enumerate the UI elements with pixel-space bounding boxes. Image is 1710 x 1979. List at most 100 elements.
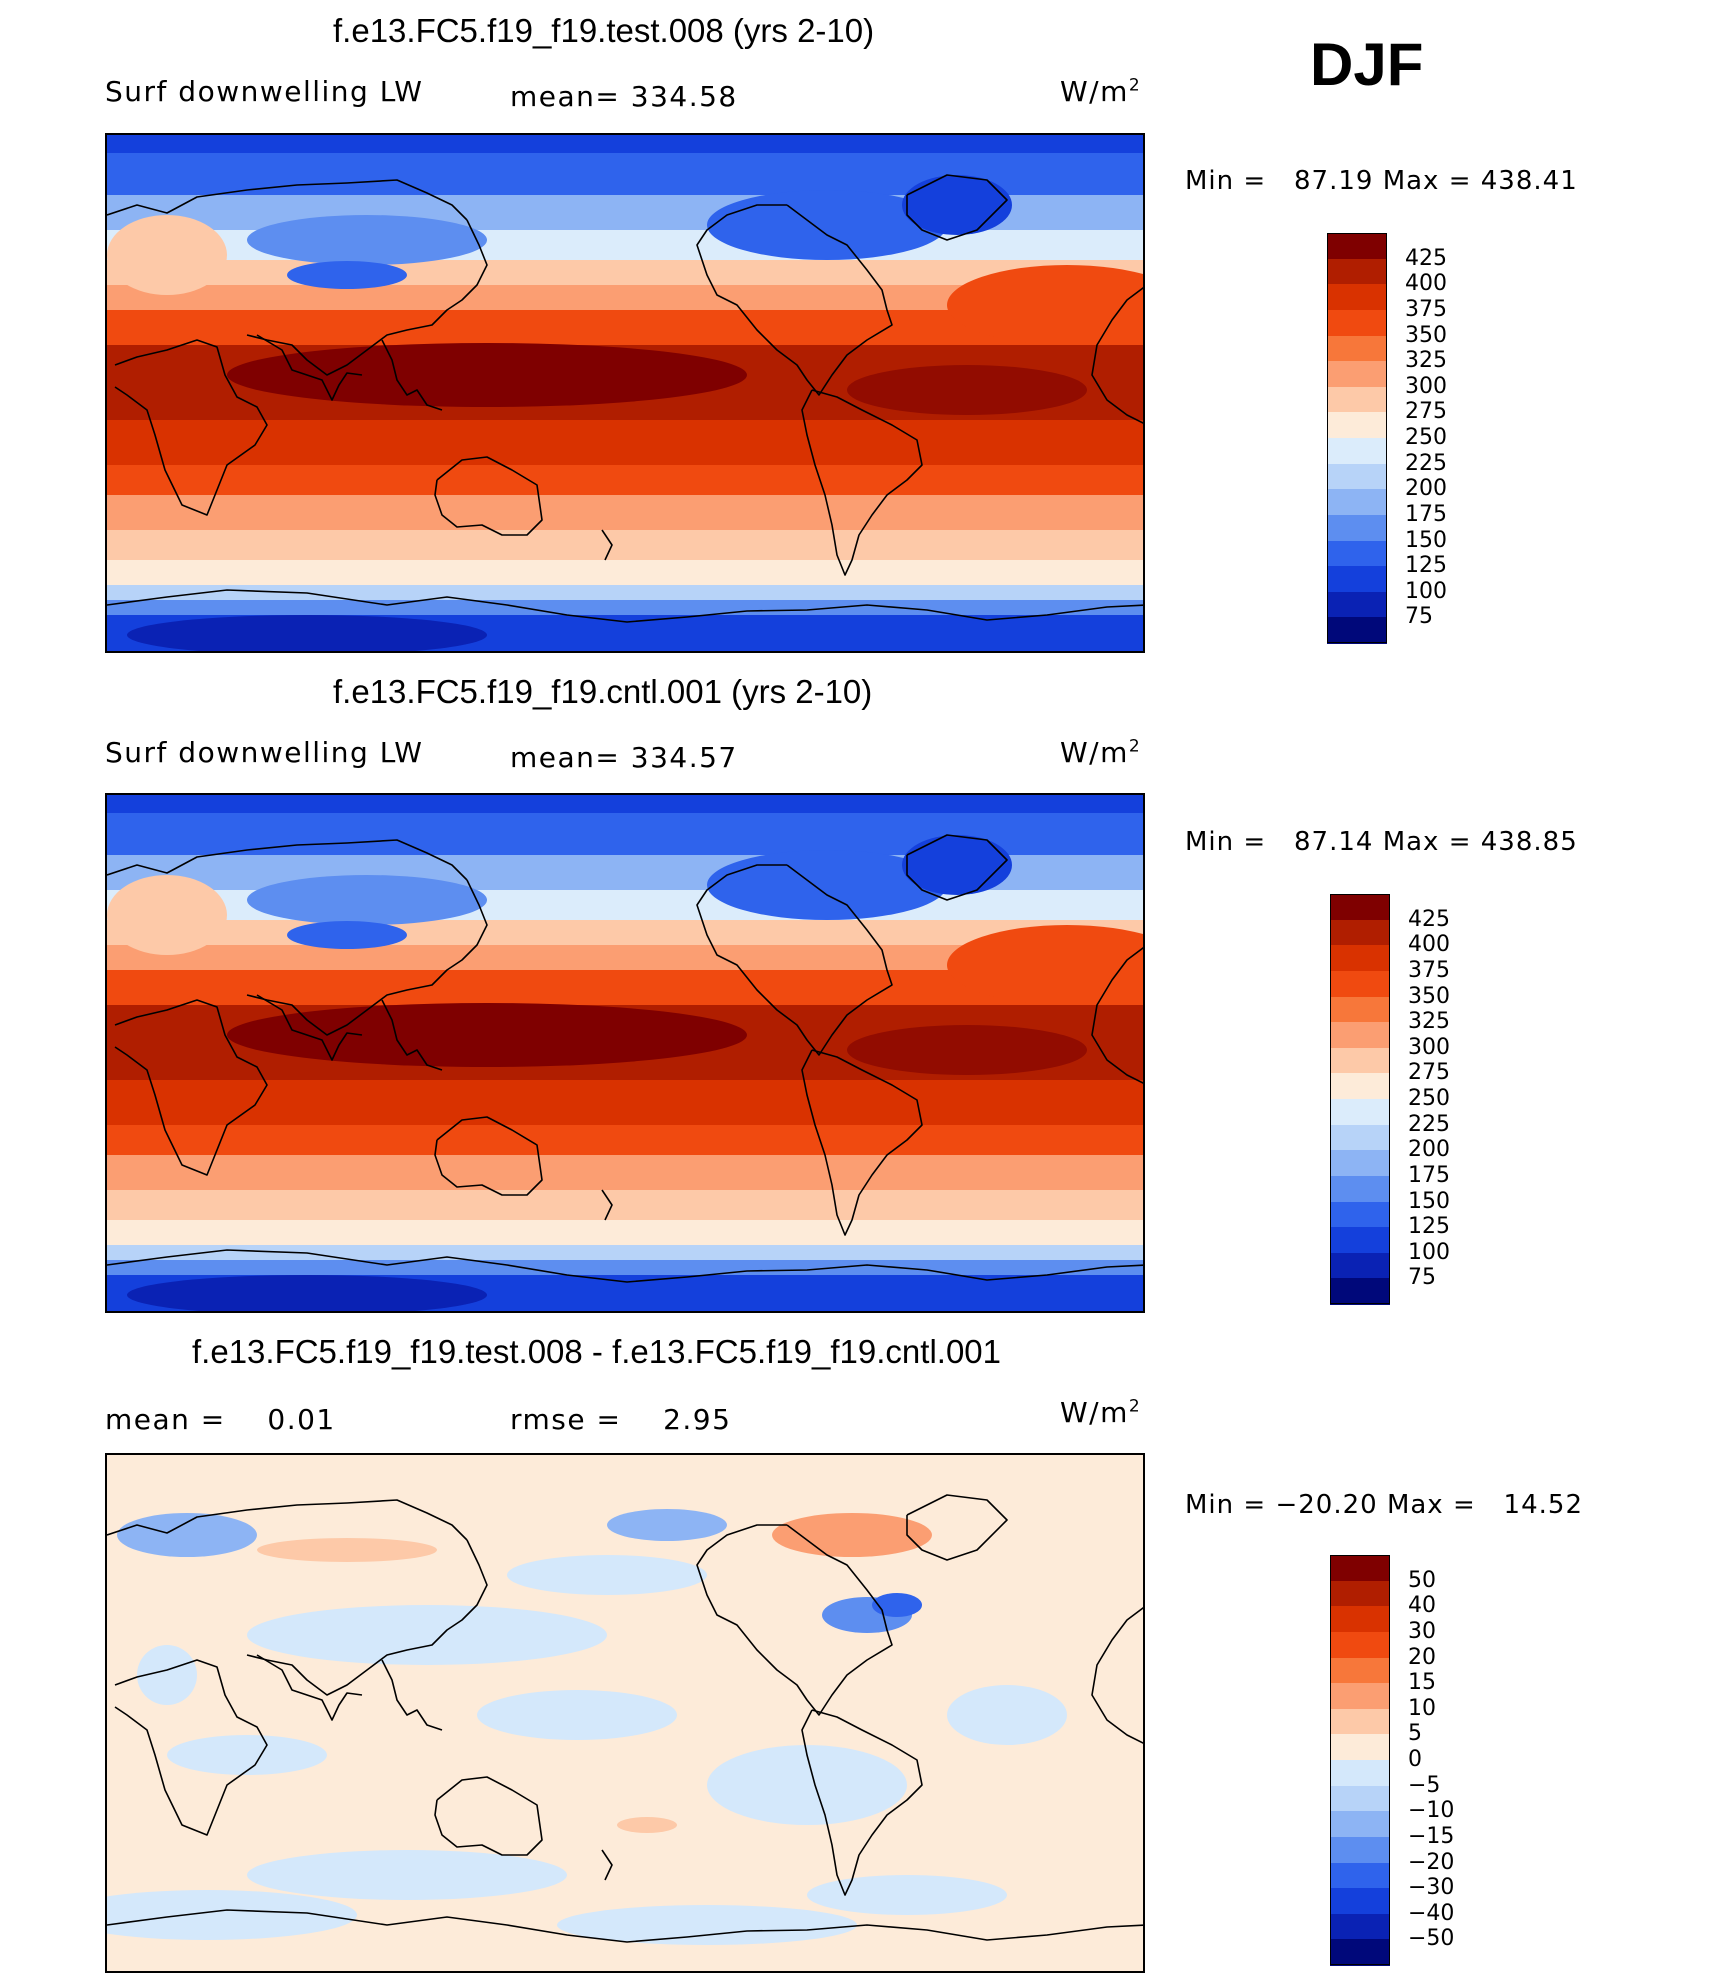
colorbar-tick-label: 325 bbox=[1408, 1009, 1450, 1035]
panel-3-map-svg bbox=[107, 1455, 1143, 1971]
coastline bbox=[381, 999, 443, 1071]
colorbar-tick-label: 300 bbox=[1408, 1034, 1450, 1060]
coastline bbox=[1091, 287, 1143, 424]
colorbar-swatch bbox=[1330, 1760, 1390, 1788]
colorbar-swatch bbox=[1330, 1555, 1390, 1583]
colorbar-swatch bbox=[1327, 591, 1387, 619]
colorbar-tick-label: 425 bbox=[1405, 245, 1447, 271]
colorbar-tick-label: 250 bbox=[1405, 425, 1447, 450]
colorbar-tick-label: 5 bbox=[1408, 1721, 1422, 1747]
colorbar-swatch bbox=[1330, 1047, 1390, 1075]
panel-3-title: f.e13.FC5.f19_f19.test.008 - f.e13.FC5.f… bbox=[192, 1333, 1002, 1370]
colorbar-tick-label: 175 bbox=[1408, 1162, 1450, 1188]
coastline bbox=[906, 1494, 1008, 1561]
colorbar-tick-label: 250 bbox=[1408, 1086, 1450, 1111]
colorbar-swatch bbox=[1327, 489, 1387, 517]
colorbar-swatch bbox=[1327, 463, 1387, 491]
coastline bbox=[801, 1049, 923, 1236]
colorbar-tick-label: −10 bbox=[1408, 1798, 1455, 1824]
panel-2-map bbox=[105, 793, 1145, 1313]
coastline bbox=[246, 879, 488, 1036]
panel-3-minmax: Min = −20.20 Max = 14.52 bbox=[1185, 1490, 1583, 1520]
colorbar-frame bbox=[1330, 894, 1390, 1304]
panel-1-variable-label: Surf downwelling LW bbox=[105, 75, 424, 108]
colorbar-tick-label: 275 bbox=[1408, 1060, 1450, 1086]
coastline bbox=[601, 529, 613, 561]
coastline bbox=[246, 219, 488, 376]
panel-3-map bbox=[105, 1453, 1145, 1973]
coastline bbox=[114, 999, 268, 1176]
colorbar-swatch bbox=[1330, 1099, 1390, 1127]
colorbar-tick-label: −15 bbox=[1408, 1823, 1455, 1849]
coastline bbox=[107, 1249, 1143, 1283]
coastline bbox=[801, 389, 923, 576]
coastline bbox=[434, 1776, 543, 1856]
colorbar-swatch bbox=[1327, 258, 1387, 286]
coastline bbox=[1091, 947, 1143, 1084]
colorbar-tick-label: 225 bbox=[1408, 1111, 1450, 1137]
colorbar-swatch bbox=[1330, 1683, 1390, 1711]
colorbar-tick-label: 150 bbox=[1405, 527, 1447, 553]
coastline bbox=[906, 174, 1008, 241]
colorbar-tick-label: 40 bbox=[1408, 1593, 1436, 1619]
coastline bbox=[906, 834, 1008, 901]
coastline bbox=[107, 589, 1143, 623]
colorbar-tick-label: 20 bbox=[1408, 1644, 1436, 1670]
colorbar-swatch bbox=[1330, 1708, 1390, 1736]
coastline bbox=[696, 204, 893, 396]
colorbar-tick-label: 375 bbox=[1405, 296, 1447, 322]
coastline bbox=[434, 456, 543, 536]
colorbar-swatch bbox=[1327, 438, 1387, 466]
coastline bbox=[601, 1189, 613, 1221]
panel-2-title: f.e13.FC5.f19_f19.cntl.001 (yrs 2-10) bbox=[333, 673, 873, 710]
colorbar-tick-label: 50 bbox=[1408, 1567, 1436, 1593]
panel-2-variable-label: Surf downwelling LW bbox=[105, 736, 424, 769]
panel-1-units: W/m2 bbox=[1060, 75, 1142, 108]
colorbar-tick-label: 225 bbox=[1405, 450, 1447, 476]
colorbar-tick-label: 75 bbox=[1405, 604, 1433, 630]
colorbar-tick-label: 100 bbox=[1405, 578, 1447, 604]
colorbar-tick-label: 350 bbox=[1405, 322, 1447, 348]
coastline bbox=[381, 1659, 443, 1731]
colorbar-swatch bbox=[1327, 335, 1387, 363]
panel-1-map bbox=[105, 133, 1145, 653]
colorbar-swatch bbox=[1330, 1939, 1390, 1966]
colorbar-tick-label: 15 bbox=[1408, 1670, 1436, 1696]
coastline bbox=[1091, 1607, 1143, 1744]
panel-1-mean-label: mean= 334.58 bbox=[510, 80, 738, 113]
panel-3-mean-label: mean = 0.01 bbox=[105, 1403, 336, 1436]
colorbar-swatch bbox=[1330, 1836, 1390, 1864]
colorbar-swatch bbox=[1327, 386, 1387, 414]
coastline bbox=[256, 334, 363, 401]
panel-1-colorbar: 425 400 375 350 325 300 275 250 225 200 175 150 125 1… bbox=[1327, 233, 1447, 644]
colorbar-tick-label: 325 bbox=[1405, 348, 1447, 374]
coastline bbox=[107, 839, 468, 881]
colorbar-tick-label: 100 bbox=[1408, 1239, 1450, 1265]
panel-2-units: W/m2 bbox=[1060, 736, 1142, 769]
panel-3-colorbar: 50 40 30 20 15 10 5 0 −5 −10 −15 −20 −30 −40 −50 bbox=[1330, 1555, 1454, 1966]
coastline bbox=[246, 1539, 488, 1696]
colorbar-tick-label: −20 bbox=[1408, 1849, 1455, 1875]
panel-1-minmax: Min = 87.19 Max = 438.41 bbox=[1185, 166, 1578, 196]
coastline bbox=[114, 1659, 268, 1836]
coastline bbox=[381, 339, 443, 411]
colorbar-tick-label: −5 bbox=[1408, 1772, 1441, 1798]
colorbar-tick-label: 400 bbox=[1408, 932, 1450, 958]
colorbar-frame bbox=[1330, 1555, 1390, 1965]
colorbar-swatch bbox=[1330, 1124, 1390, 1152]
panel-1-map-svg bbox=[107, 135, 1143, 651]
colorbar-swatch bbox=[1330, 970, 1390, 998]
colorbar-tick-label: 350 bbox=[1408, 983, 1450, 1009]
panel-1-title: f.e13.FC5.f19_f19.test.008 (yrs 2-10) bbox=[333, 12, 875, 49]
colorbar-tick-label: 175 bbox=[1405, 501, 1447, 527]
colorbar-swatch bbox=[1330, 1862, 1390, 1890]
coastline bbox=[114, 339, 268, 516]
panel-3-rmse-label: rmse = 2.95 bbox=[510, 1403, 732, 1436]
colorbar-tick-label: 125 bbox=[1405, 553, 1447, 579]
coastline bbox=[696, 1524, 893, 1716]
coastline bbox=[696, 864, 893, 1056]
coastline bbox=[107, 1499, 468, 1541]
colorbar-tick-label: 375 bbox=[1408, 957, 1450, 983]
colorbar-swatch bbox=[1330, 1631, 1390, 1659]
colorbar-tick-label: 30 bbox=[1408, 1618, 1436, 1644]
